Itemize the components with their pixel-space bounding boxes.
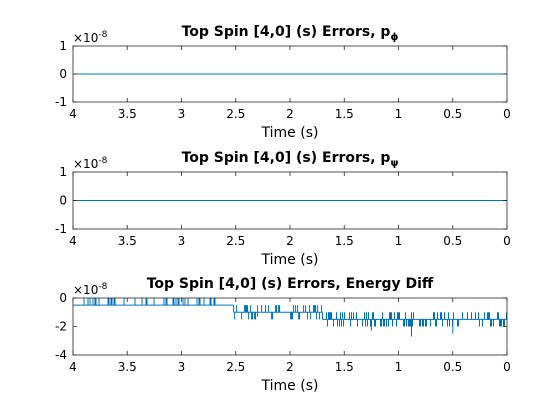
x-tick-label: 0.5 — [443, 360, 462, 374]
y-tick-label: -1 — [55, 222, 67, 236]
x-tick-label: 2.5 — [226, 234, 245, 248]
chart-title: Top Spin [4,0] (s) Errors, pψ — [182, 150, 399, 169]
x-tick-label: 1 — [395, 234, 403, 248]
x-tick-label: 2 — [286, 107, 294, 121]
y-tick-label: 0 — [59, 194, 67, 208]
x-tick-label: 3 — [178, 107, 186, 121]
x-tick-label: 4 — [69, 107, 77, 121]
y-tick-label: -1 — [55, 95, 67, 109]
chart-panel-1: 4 3.5 3 2.5 2 1.5 1 0.5 0 1 0 -1 ×10-8 Top Spin [4,0]… — [55, 24, 511, 141]
x-axis-label: Time (s) — [261, 125, 319, 141]
x-tick-label: 3.5 — [118, 360, 137, 374]
chart-title: Top Spin [4,0] (s) Errors, pϕ — [182, 24, 399, 43]
x-tick-label: 1 — [395, 107, 403, 121]
x-tick-label: 3 — [178, 234, 186, 248]
y-tick-label: 0 — [59, 291, 67, 305]
x-tick-label: 1.5 — [335, 234, 354, 248]
x-tick-label: 0.5 — [443, 107, 462, 121]
x-axis-label: Time (s) — [261, 378, 319, 394]
x-tick-label: 1.5 — [335, 107, 354, 121]
x-tick-label: 0.5 — [443, 234, 462, 248]
y-tick-label: -2 — [55, 320, 67, 334]
x-tick-label: 1.5 — [335, 360, 354, 374]
x-tick-label: 3.5 — [118, 234, 137, 248]
x-tick-label: 3.5 — [118, 107, 137, 121]
chart-title: Top Spin [4,0] (s) Errors, Energy Diff — [147, 276, 434, 292]
y-tick-label: -4 — [55, 348, 67, 362]
y-exponent-label: ×10-8 — [73, 30, 108, 45]
x-tick-label: 2 — [286, 234, 294, 248]
x-tick-label: 1 — [395, 360, 403, 374]
x-tick-label: 4 — [69, 234, 77, 248]
x-tick-label: 4 — [69, 360, 77, 374]
x-tick-label: 2.5 — [226, 107, 245, 121]
x-axis-label: Time (s) — [261, 252, 319, 268]
y-tick-label: 0 — [59, 67, 67, 81]
chart-panel-3: 4 3.5 3 2.5 2 1.5 1 0.5 0 0 -2 -4 ×10-8 Top Spin [4,0… — [55, 276, 511, 394]
chart-panel-2: 4 3.5 3 2.5 2 1.5 1 0.5 0 1 0 -1 ×10-8 Top Spin [4,0]… — [55, 150, 511, 268]
x-tick-label: 3 — [178, 360, 186, 374]
x-tick-label: 0 — [503, 234, 511, 248]
y-tick-label: 1 — [59, 39, 67, 53]
x-tick-label: 2 — [286, 360, 294, 374]
series-line — [73, 298, 507, 337]
x-tick-label: 0 — [503, 107, 511, 121]
y-exponent-label: ×10-8 — [73, 282, 108, 297]
y-tick-label: 1 — [59, 165, 67, 179]
y-exponent-label: ×10-8 — [73, 156, 108, 171]
x-tick-label: 2.5 — [226, 360, 245, 374]
x-tick-label: 0 — [503, 360, 511, 374]
axes-box — [72, 297, 508, 356]
